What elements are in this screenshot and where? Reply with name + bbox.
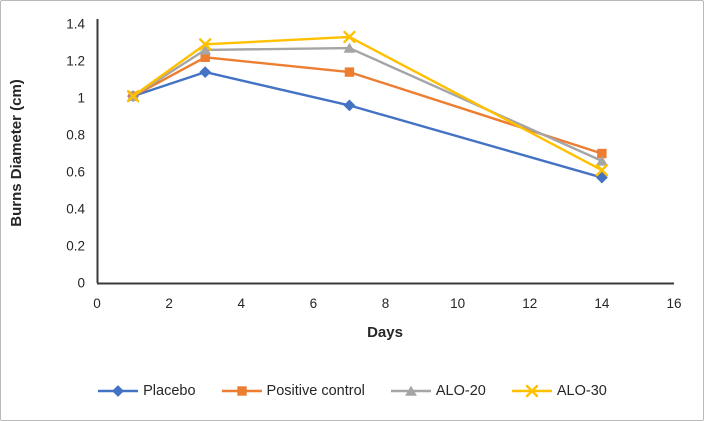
x-tick-label: 16 <box>666 296 681 311</box>
square-marker-icon <box>200 52 210 62</box>
x-marker-icon <box>126 89 140 103</box>
series-line-placebo <box>131 70 604 179</box>
legend-key-icon <box>221 386 262 396</box>
y-tick-label: 1 <box>77 91 85 106</box>
series-line-positive-control <box>131 56 604 155</box>
x-marker-icon <box>525 384 539 398</box>
x-tick-label: 12 <box>522 296 537 311</box>
x-axis-title: Days <box>367 324 403 341</box>
y-tick-label: 0 <box>77 276 85 291</box>
diamond-marker-icon <box>112 385 125 397</box>
legend-item-alo-20: ALO-20 <box>390 383 486 399</box>
y-tick-label: 0.2 <box>66 239 85 254</box>
x-marker-icon <box>595 163 609 177</box>
square-marker-icon <box>344 67 355 77</box>
x-tick-label: 14 <box>594 296 610 311</box>
square-marker-icon <box>597 148 607 159</box>
x-marker-icon <box>198 38 212 51</box>
tick-labels: 0 0.2 0.4 0.6 0.8 1 1.2 1.4 0 2 4 6 8 10 12 14 16 <box>66 17 681 312</box>
diamond-marker-icon <box>343 99 356 112</box>
legend-item-positive-control: Positive control <box>221 383 365 399</box>
square-marker-icon <box>236 386 247 396</box>
plot-area: 0 0.2 0.4 0.6 0.8 1 1.2 1.4 0 2 4 6 8 10 12 14 16 Burns … <box>8 17 682 342</box>
legend: Placebo Positive control ALO-20 ALO-30 <box>1 377 703 405</box>
y-tick-label: 0.4 <box>66 202 85 217</box>
series-lines <box>126 30 609 184</box>
x-tick-label: 6 <box>310 296 318 311</box>
y-tick-label: 0.6 <box>66 165 85 180</box>
series-line-alo-30 <box>131 35 604 172</box>
legend-label: ALO-30 <box>556 383 607 399</box>
x-tick-label: 2 <box>165 296 173 311</box>
y-tick-label: 1.2 <box>66 54 85 69</box>
series-line-alo-20 <box>131 46 604 163</box>
y-axis-title: Burns Diameter (cm) <box>8 79 25 227</box>
legend-label: Positive control <box>266 383 365 399</box>
triangle-marker-icon <box>595 155 608 166</box>
triangle-marker-icon <box>343 42 356 53</box>
legend-key-icon <box>98 385 139 397</box>
diamond-marker-icon <box>595 171 608 184</box>
axes <box>96 19 674 285</box>
legend-label: ALO-20 <box>435 383 486 399</box>
triangle-marker-icon <box>404 385 417 396</box>
x-tick-label: 0 <box>93 296 101 311</box>
diamond-marker-icon <box>199 66 212 78</box>
legend-label: Placebo <box>143 383 196 399</box>
legend-key-icon <box>390 385 431 396</box>
x-marker-icon <box>343 30 356 44</box>
legend-item-placebo: Placebo <box>97 383 196 399</box>
legend-item-alo-30: ALO-30 <box>511 383 607 399</box>
x-tick-label: 10 <box>450 296 465 311</box>
x-tick-label: 4 <box>237 296 245 311</box>
triangle-marker-icon <box>199 44 212 55</box>
y-tick-label: 1.4 <box>66 17 85 32</box>
x-tick-label: 8 <box>382 296 390 311</box>
legend-key-icon <box>511 384 552 398</box>
y-tick-label: 0.8 <box>66 128 85 143</box>
